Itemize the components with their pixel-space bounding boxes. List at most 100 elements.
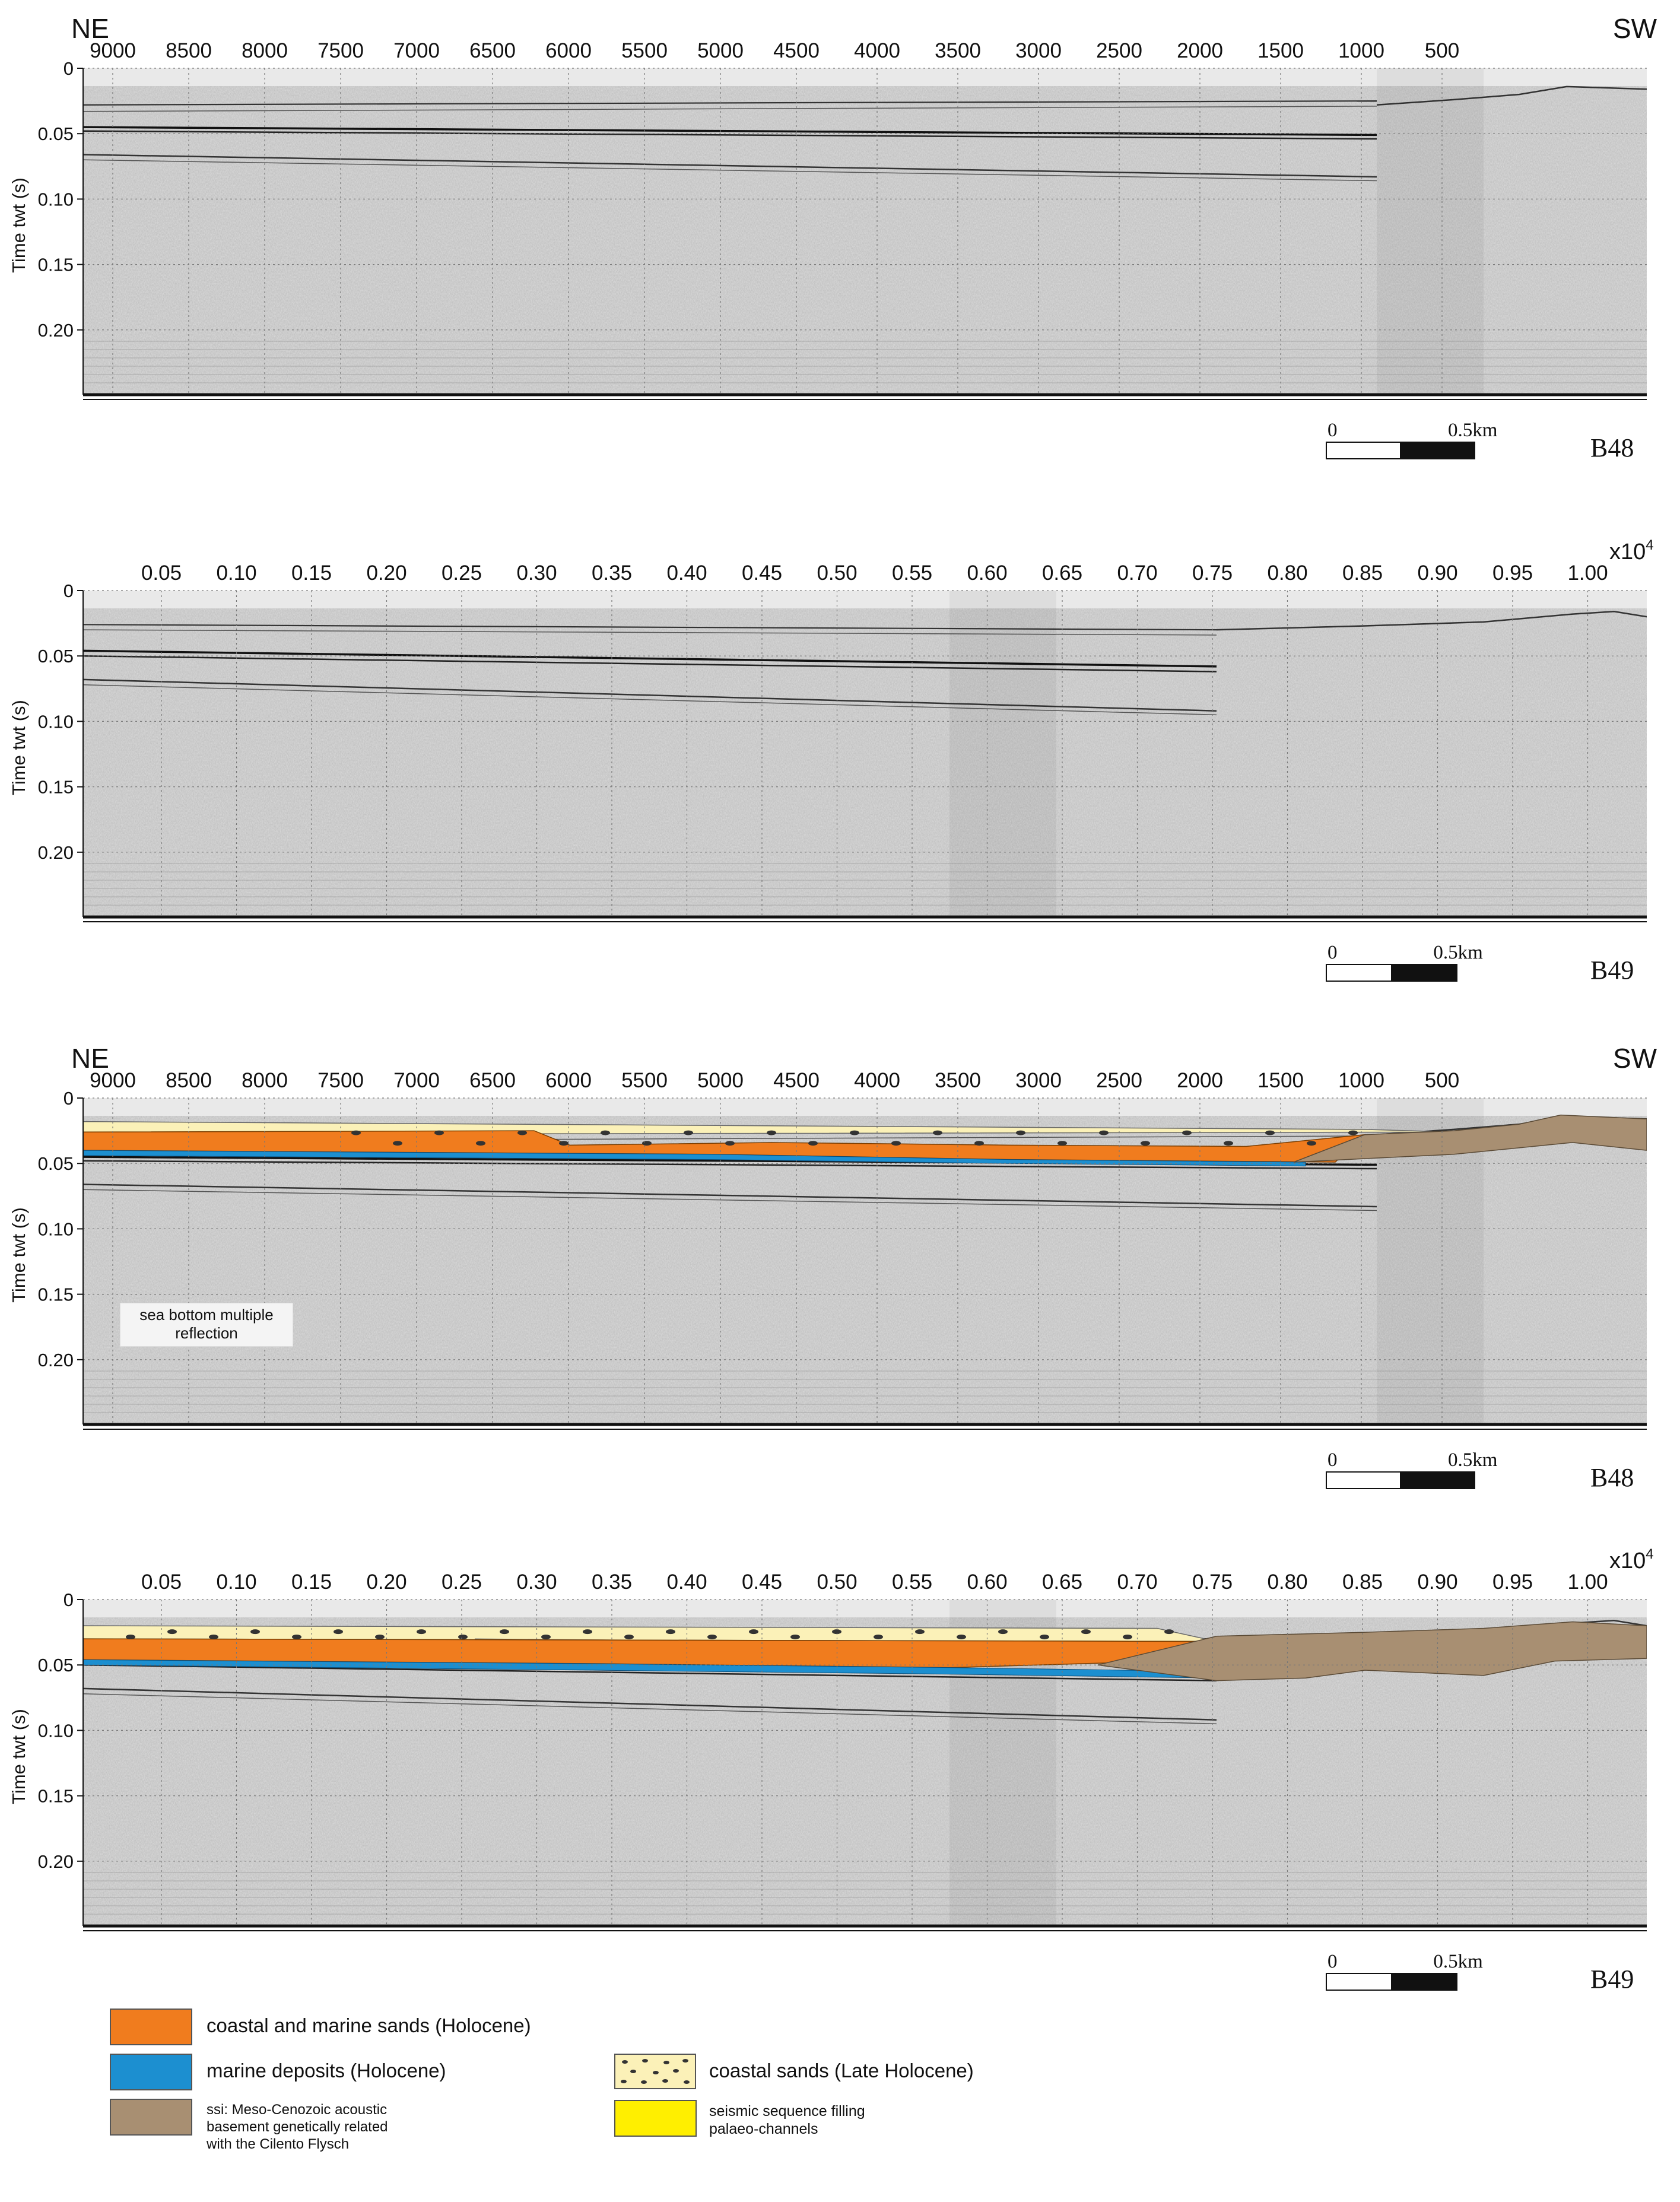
scale-bar-white — [1326, 1973, 1392, 1991]
scale-bar-white — [1326, 964, 1392, 982]
sand-dot — [1141, 1141, 1150, 1146]
x-tick-label: 0.95 — [1492, 561, 1533, 585]
x-tick-label: 5500 — [621, 1069, 668, 1092]
y-axis-label: Time twt (s) — [8, 1207, 29, 1303]
y-tick-label: 0 — [63, 58, 74, 79]
y-tick-label: 0 — [63, 580, 74, 601]
y-tick-label: 0.10 — [38, 1219, 74, 1239]
x-tick-label: 4500 — [773, 39, 820, 62]
scale-bar-black — [1400, 442, 1475, 459]
seismic-profile-svg: 0.05 0.10 0.15 0.20 0.25 0.30 0.35 0.40 0.45 0.50… — [8, 537, 1654, 985]
reflector-line — [83, 159, 1377, 182]
y-tick-label: 0.20 — [38, 1851, 74, 1872]
y-tick-label: 0.20 — [38, 320, 74, 341]
x-tick-label: 8000 — [242, 39, 288, 62]
scale-bar-black — [1391, 964, 1457, 982]
x-tick-label: 0.10 — [216, 561, 256, 585]
x-tick-label: 0.15 — [291, 561, 332, 585]
sand-dot — [583, 1629, 592, 1635]
sand-dot — [767, 1130, 776, 1135]
seismic-profile-svg: 0.05 0.10 0.15 0.20 0.25 0.30 0.35 0.40 0.45 0.50… — [8, 1546, 1654, 1994]
seismic-image — [83, 68, 1647, 395]
sand-dot — [1307, 1141, 1316, 1146]
sand-dot — [666, 1629, 675, 1635]
sand-dot — [624, 1634, 634, 1639]
x-tick-label: 0.75 — [1192, 1570, 1233, 1594]
seismic-image — [83, 591, 1647, 917]
x-tick-label: 0.45 — [742, 561, 782, 585]
water-column — [83, 1600, 1647, 1617]
sand-dot — [458, 1634, 468, 1639]
reflector-line — [83, 1160, 1377, 1170]
x-tick-label: 0.85 — [1342, 1570, 1383, 1594]
sand-dot — [1040, 1634, 1049, 1639]
x-tick-label: 0.95 — [1492, 1570, 1533, 1594]
legend-label: seismic sequence filling palaeo-channels — [709, 2103, 865, 2137]
reflector-line — [83, 154, 1377, 178]
x-tick-label: 0.85 — [1342, 561, 1383, 585]
x-tick-label: 2500 — [1096, 39, 1142, 62]
x-tick-label: 0.60 — [967, 561, 1007, 585]
direction-label-left: NE — [71, 13, 109, 44]
sand-dot — [541, 1634, 551, 1639]
x-tick-label: 0.30 — [516, 1570, 557, 1594]
x-tick-label: 0.70 — [1117, 561, 1157, 585]
x-tick-label: 3000 — [1015, 39, 1062, 62]
x-tick-label: 0.20 — [366, 561, 406, 585]
x-tick-label: 9000 — [90, 39, 136, 62]
scale-bar-end: 0.5km — [1448, 420, 1498, 441]
legend: coastal and marine sands (Holocene) mari… — [0, 1994, 1680, 2196]
x-tick-label: 7500 — [317, 39, 364, 62]
y-tick-label: 0.15 — [38, 1786, 74, 1807]
y-tick-label: 0 — [63, 1088, 74, 1109]
x-tick-label: 0.10 — [216, 1570, 256, 1594]
scale-bar-white — [1326, 1471, 1401, 1489]
interpretation-layers — [83, 1114, 1647, 1167]
seismic-panel-b49-raw: 0.05 0.10 0.15 0.20 0.25 0.30 0.35 0.40 0.45 0.50… — [0, 522, 1680, 985]
scale-bar-start: 0 — [1328, 420, 1338, 441]
legend-label: ssi: Meso-Cenozoic acoustic basement gen… — [207, 2102, 388, 2152]
y-tick-label: 0.15 — [38, 255, 74, 275]
legend-swatch-blue — [110, 2054, 192, 2090]
y-tick-label: 0 — [63, 1589, 74, 1610]
sand-dot — [559, 1141, 569, 1146]
sand-dot — [434, 1130, 444, 1135]
seismic-panel-b48-raw: 9000 8500 8000 7500 7000 6500 6000 5500 5000 4500… — [0, 0, 1680, 462]
sand-dot — [915, 1629, 925, 1635]
water-column — [83, 591, 1647, 608]
x-tick-label: 1500 — [1257, 39, 1304, 62]
sand-dot — [126, 1634, 135, 1639]
x-tick-label: 0.65 — [1042, 561, 1082, 585]
legend-swatch-yellow — [614, 2100, 697, 2137]
x-tick-label: 8000 — [242, 1069, 288, 1092]
sand-dot — [790, 1634, 800, 1639]
x-tick-label: 4000 — [854, 1069, 900, 1092]
x-tick-label: 2500 — [1096, 1069, 1142, 1092]
sand-dot — [476, 1141, 485, 1146]
water-column — [83, 68, 1647, 86]
legend-label: coastal and marine sands (Holocene) — [207, 2014, 531, 2036]
scale-bar-start: 0 — [1328, 1449, 1338, 1471]
seismic-profile-svg: 9000 8500 8000 7500 7000 6500 6000 5500 5000 4500… — [8, 13, 1657, 462]
x-tick-label: 8500 — [166, 39, 212, 62]
sand-dot — [1081, 1629, 1091, 1635]
profile-label: B49 — [1590, 1965, 1634, 1994]
seismic-panel-b48-interpreted: 9000 8500 8000 7500 7000 6500 6000 5500 5000 4500… — [0, 1030, 1680, 1492]
x-tick-label: 7500 — [317, 1069, 364, 1092]
sand-dot — [167, 1629, 177, 1635]
y-tick-label: 0.15 — [38, 1284, 74, 1305]
legend-label: marine deposits (Holocene) — [207, 2060, 446, 2082]
x-tick-label: 0.75 — [1192, 561, 1233, 585]
sand-dot — [1123, 1634, 1132, 1639]
x-tick-label: 0.25 — [442, 1570, 482, 1594]
legend-swatch-orange — [110, 2009, 192, 2045]
sand-dot — [725, 1141, 735, 1146]
x-tick-label: 0.70 — [1117, 1570, 1157, 1594]
x-tick-label: 0.55 — [892, 1570, 932, 1594]
sand-dot — [874, 1634, 883, 1639]
x-tick-label: 0.80 — [1267, 561, 1307, 585]
x-tick-label: 2000 — [1177, 1069, 1223, 1092]
sand-dot — [707, 1634, 717, 1639]
sand-dot — [1099, 1130, 1109, 1135]
sand-dot — [500, 1629, 509, 1635]
